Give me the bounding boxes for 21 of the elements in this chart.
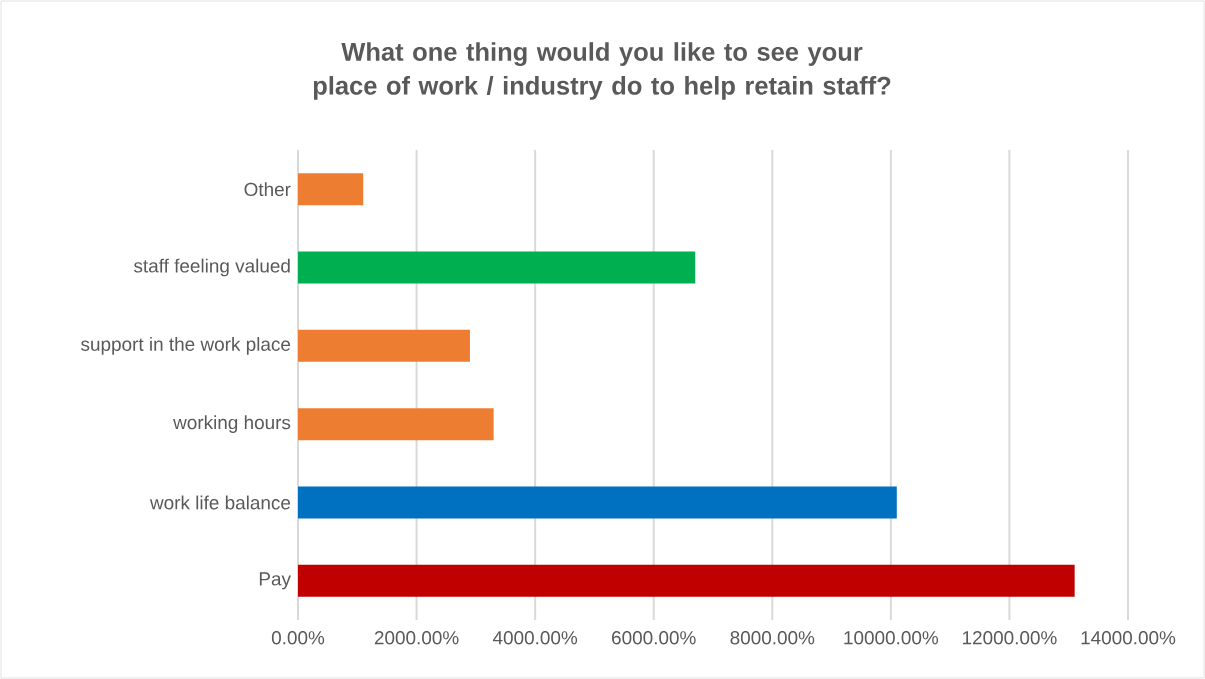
y-tick-label: Pay xyxy=(259,572,291,590)
x-tick-label: 12000.00% xyxy=(962,631,1057,645)
bar xyxy=(298,329,470,362)
bar xyxy=(298,486,897,519)
y-tick-label: support in the work place xyxy=(81,337,291,355)
bar xyxy=(298,408,494,441)
x-tick-label: 10000.00% xyxy=(844,631,939,645)
x-tick-label: 2000.00% xyxy=(374,631,459,645)
bar xyxy=(298,173,364,206)
bar xyxy=(298,251,696,284)
x-tick-label: 8000.00% xyxy=(730,631,815,645)
x-tick-label: 6000.00% xyxy=(612,631,696,645)
x-tick-label: 0.00% xyxy=(271,631,325,645)
x-tick-label: 14000.00% xyxy=(1081,631,1176,645)
chart-title: What one thing would you like to see your place of work / industry do to help retain staff? xyxy=(313,42,891,100)
y-tick-label: staff feeling valued xyxy=(133,258,290,277)
y-tick-label: working hours xyxy=(173,415,291,433)
y-tick-label: Other xyxy=(244,182,291,197)
y-tick-label: work life balance xyxy=(149,495,291,510)
x-tick-label: 4000.00% xyxy=(492,631,578,645)
bar xyxy=(298,564,1075,597)
